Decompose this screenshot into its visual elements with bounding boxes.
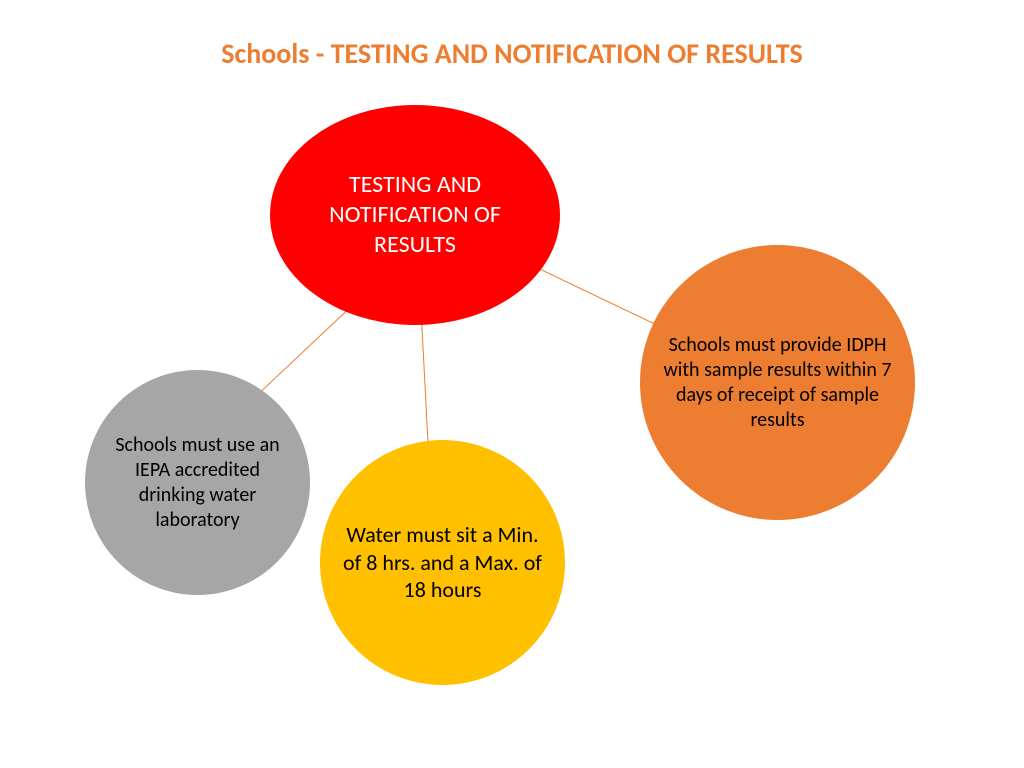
central-ellipse-text: TESTING AND NOTIFICATION OF RESULTS bbox=[270, 170, 560, 260]
bubble-idph: Schools must provide IDPH with sample re… bbox=[640, 245, 915, 520]
bubble-water-sit-text: Water must sit a Min. of 8 hrs. and a Ma… bbox=[320, 521, 565, 604]
central-ellipse: TESTING AND NOTIFICATION OF RESULTS bbox=[270, 105, 560, 325]
bubble-iepa-text: Schools must use an IEPA accredited drin… bbox=[85, 433, 310, 533]
bubble-water-sit: Water must sit a Min. of 8 hrs. and a Ma… bbox=[320, 440, 565, 685]
bubble-idph-text: Schools must provide IDPH with sample re… bbox=[640, 333, 915, 433]
slide-stage: Schools - TESTING AND NOTIFICATION OF RE… bbox=[0, 0, 1024, 768]
slide-title: Schools - TESTING AND NOTIFICATION OF RE… bbox=[0, 36, 1024, 71]
bubble-iepa: Schools must use an IEPA accredited drin… bbox=[85, 370, 310, 595]
